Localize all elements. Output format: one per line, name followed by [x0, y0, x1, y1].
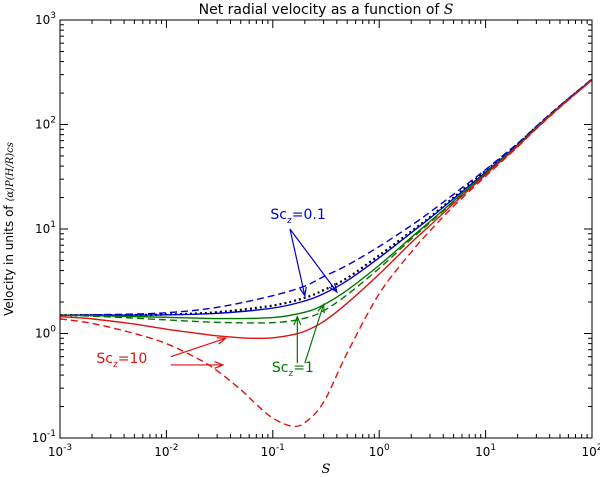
x-tick-label: 10-3 [48, 443, 72, 459]
annotation-arrow-line [304, 304, 325, 364]
annotation-label-scz10: Scz=10 [96, 351, 147, 370]
x-tick-exponent: 2 [597, 443, 600, 453]
x-tick-label: 100 [369, 443, 390, 459]
y-tick-label: 10-1 [32, 429, 56, 445]
chart-title: Net radial velocity as a function of S [199, 2, 454, 18]
y-tick-exponent: -1 [47, 429, 56, 439]
annotation-arrow-head [328, 283, 338, 294]
series-line-sc-z-10-dashed [60, 79, 592, 428]
y-tick-base: 10 [32, 431, 47, 445]
annotation-label-sub: z [113, 360, 118, 370]
x-tick-exponent: 0 [384, 443, 390, 453]
annotation-label-scz01: Scz=0.1 [270, 207, 325, 226]
y-tick-base: 10 [35, 118, 50, 132]
y-tick-exponent: 3 [50, 11, 56, 21]
y-tick-label: 101 [35, 220, 56, 236]
annotation-arrow-head [317, 302, 325, 314]
plot-frame [59, 19, 593, 439]
y-tick-base: 10 [35, 13, 50, 27]
y-tick-base: 10 [35, 222, 50, 236]
x-tick-exponent: -3 [63, 443, 72, 453]
y-axis-label-expression: ⟨α⟩P(H/R)cs [5, 142, 16, 201]
annotation-label-main: Sc [272, 360, 289, 376]
x-tick-label: 10-1 [261, 443, 285, 459]
y-axis-label: Velocity in units of ⟨α⟩P(H/R)cs [2, 142, 16, 316]
chart-title-text: Net radial velocity as a function of [199, 2, 444, 18]
annotation-label-main: Sc [270, 207, 287, 223]
y-tick-base: 10 [35, 327, 50, 341]
annotation-arrow-head [214, 361, 225, 369]
y-tick-exponent: 2 [50, 116, 56, 126]
annotation-label-sub: z [287, 216, 292, 226]
chart-title-group: Net radial velocity as a function of S [199, 2, 454, 18]
x-tick-base: 10 [475, 445, 490, 459]
chart-title-variable: S [444, 2, 454, 18]
series-line-sc-z-10-solid [60, 79, 592, 339]
x-tick-label: 101 [475, 443, 496, 459]
annotation-label-scz1: Scz=1 [272, 360, 314, 379]
annotation-arrow-line [289, 228, 306, 296]
annotation-label-main: Sc [96, 351, 113, 367]
x-tick-exponent: -2 [170, 443, 179, 453]
y-axis-label-group: Velocity in units of ⟨α⟩P(H/R)cs [2, 142, 16, 316]
series-line-sc-z-0-1-dashed [60, 78, 592, 316]
annotation-arrow-line [170, 337, 226, 358]
annotation-arrow-head [216, 337, 228, 345]
annotation-label-sub: z [288, 369, 293, 379]
series-layer [60, 78, 592, 428]
y-tick-label: 102 [35, 116, 56, 132]
x-axis-label: S [322, 462, 331, 477]
x-tick-label: 10-2 [154, 443, 178, 459]
y-tick-label: 103 [35, 11, 56, 27]
x-tick-base: 10 [154, 445, 169, 459]
x-tick-base: 10 [261, 445, 276, 459]
y-axis-label-text: Velocity in units of [2, 202, 16, 316]
annotation-label-value: =10 [118, 351, 148, 367]
y-tick-exponent: 0 [50, 325, 56, 335]
x-tick-exponent: 1 [490, 443, 496, 453]
annotation-arrow-head [293, 315, 302, 326]
x-tick-exponent: -1 [276, 443, 285, 453]
y-tick-label: 100 [35, 325, 56, 341]
annotation-label-value: =1 [293, 360, 314, 376]
x-tick-base: 10 [369, 445, 384, 459]
x-tick-base: 10 [581, 445, 596, 459]
y-tick-exponent: 1 [50, 220, 56, 230]
annotation-arrow-head [299, 286, 307, 298]
annotation-label-value: =0.1 [292, 207, 326, 223]
x-tick-label: 102 [581, 443, 600, 459]
x-tick-base: 10 [48, 445, 63, 459]
annotation-arrow-line [289, 228, 338, 293]
